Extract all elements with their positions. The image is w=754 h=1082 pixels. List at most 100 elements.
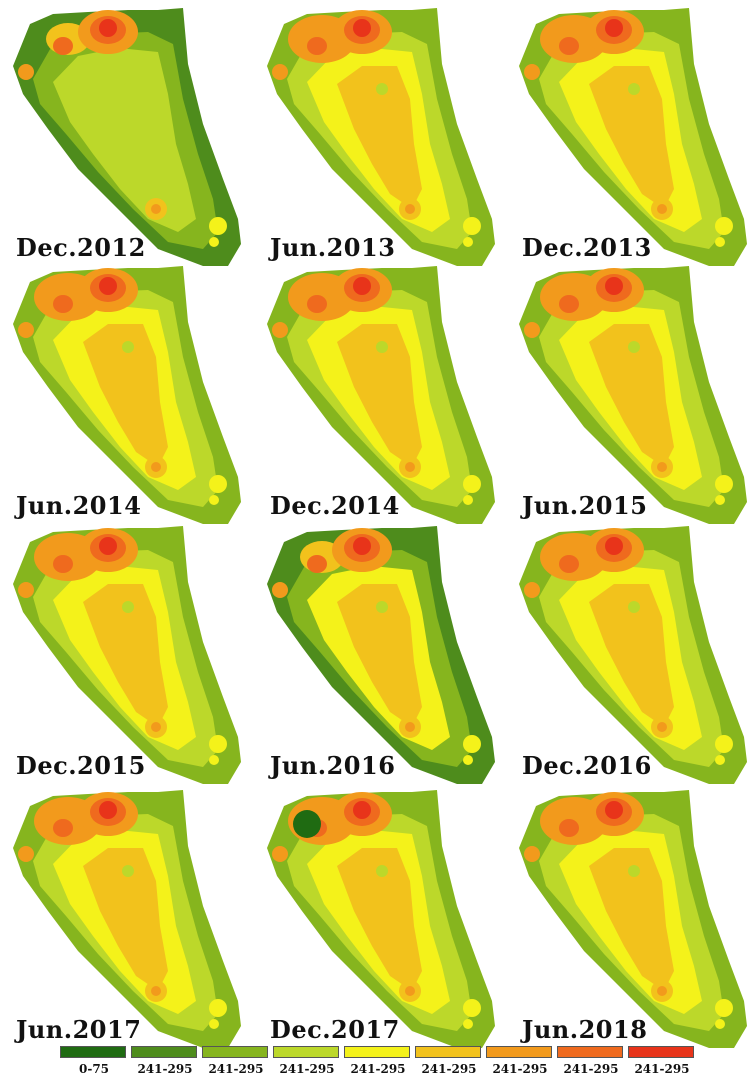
hotspot-west-core <box>307 295 327 313</box>
legend-label: 241-295 <box>137 1062 193 1076</box>
map-panel: Jun.2017 <box>8 786 258 1050</box>
legend-label: 241-295 <box>421 1062 477 1076</box>
center-spot <box>122 601 134 613</box>
map-panel: Jun.2016 <box>262 522 512 786</box>
map-panel: Jun.2015 <box>514 262 754 526</box>
center-spot <box>122 865 134 877</box>
edge-spot <box>272 582 288 598</box>
hotspot-west-core <box>559 37 579 55</box>
center-spot <box>376 83 388 95</box>
legend-label: 0-75 <box>78 1062 110 1076</box>
east-spot <box>209 475 227 493</box>
east-spot <box>463 735 481 753</box>
hotspot-core <box>605 537 623 555</box>
east-spot <box>463 475 481 493</box>
center-spot <box>122 83 134 95</box>
panel-date-label: Dec.2016 <box>522 751 652 780</box>
edge-spot <box>272 846 288 862</box>
east-spot <box>463 217 481 235</box>
hotspot-core <box>353 19 371 37</box>
edge-spot <box>272 64 288 80</box>
panel-date-label: Dec.2013 <box>522 233 652 262</box>
contour-map <box>519 8 747 266</box>
contour-map <box>519 526 747 784</box>
legend-swatch <box>60 1046 126 1058</box>
south-spot-core <box>151 204 161 214</box>
panel-date-label: Jun.2017 <box>16 1015 142 1044</box>
hotspot-core <box>99 277 117 295</box>
legend-swatch <box>628 1046 694 1058</box>
contour-map <box>519 790 747 1048</box>
south-spot-core <box>151 986 161 996</box>
east-spot <box>715 999 733 1017</box>
contour-map <box>13 8 241 266</box>
contour-map <box>267 8 495 266</box>
east-spot-2 <box>463 495 473 505</box>
legend-swatch <box>202 1046 268 1058</box>
zone-4 <box>83 324 168 467</box>
legend-label: 241-295 <box>563 1062 619 1076</box>
center-spot <box>628 341 640 353</box>
legend-label: 241-295 <box>634 1062 690 1076</box>
center-spot <box>122 341 134 353</box>
contour-map <box>267 526 495 784</box>
map-panel: Dec.2012 <box>8 4 258 268</box>
hotspot-core <box>99 537 117 555</box>
cold-spot <box>293 810 321 838</box>
zone-4 <box>589 66 674 209</box>
south-spot-core <box>151 462 161 472</box>
south-spot-core <box>657 462 667 472</box>
edge-spot <box>18 846 34 862</box>
hotspot-core <box>605 277 623 295</box>
zone-4 <box>337 848 422 991</box>
east-spot-2 <box>463 755 473 765</box>
legend-item: 241-295 <box>344 1046 412 1078</box>
east-spot-2 <box>209 755 219 765</box>
legend-label: 241-295 <box>492 1062 548 1076</box>
legend-item: 241-295 <box>131 1046 199 1078</box>
zone-4 <box>589 848 674 991</box>
east-spot-2 <box>715 1019 725 1029</box>
east-spot <box>715 217 733 235</box>
legend-swatch <box>415 1046 481 1058</box>
hotspot-core <box>99 801 117 819</box>
contour-map <box>13 526 241 784</box>
map-panel: Dec.2013 <box>514 4 754 268</box>
zone-4 <box>589 324 674 467</box>
legend-label: 241-295 <box>350 1062 406 1076</box>
map-panel: Dec.2014 <box>262 262 512 526</box>
edge-spot <box>524 846 540 862</box>
east-spot <box>209 735 227 753</box>
map-panel: Jun.2014 <box>8 262 258 526</box>
south-spot-core <box>405 722 415 732</box>
panel-date-label: Jun.2015 <box>522 491 648 520</box>
contour-map <box>267 790 495 1048</box>
edge-spot <box>18 64 34 80</box>
panel-date-label: Dec.2015 <box>16 751 146 780</box>
panel-date-label: Dec.2017 <box>270 1015 400 1044</box>
east-spot-2 <box>463 237 473 247</box>
east-spot-2 <box>209 1019 219 1029</box>
zone-4 <box>83 848 168 991</box>
center-spot <box>376 341 388 353</box>
legend-swatch <box>344 1046 410 1058</box>
hotspot-west-core <box>53 555 73 573</box>
east-spot-2 <box>715 755 725 765</box>
legend-item: 241-295 <box>202 1046 270 1078</box>
hotspot-west-core <box>559 819 579 837</box>
legend-label: 241-295 <box>208 1062 264 1076</box>
hotspot-west-core <box>53 819 73 837</box>
hotspot-core <box>353 801 371 819</box>
south-spot-core <box>151 722 161 732</box>
hotspot-core <box>605 19 623 37</box>
hotspot-west-core <box>559 555 579 573</box>
east-spot <box>209 999 227 1017</box>
zone-4 <box>337 584 422 727</box>
map-panel: Jun.2013 <box>262 4 512 268</box>
south-spot-core <box>657 204 667 214</box>
edge-spot <box>524 582 540 598</box>
east-spot-2 <box>715 237 725 247</box>
panel-date-label: Dec.2012 <box>16 233 146 262</box>
panel-date-label: Jun.2014 <box>16 491 142 520</box>
legend-item: 241-295 <box>486 1046 554 1078</box>
